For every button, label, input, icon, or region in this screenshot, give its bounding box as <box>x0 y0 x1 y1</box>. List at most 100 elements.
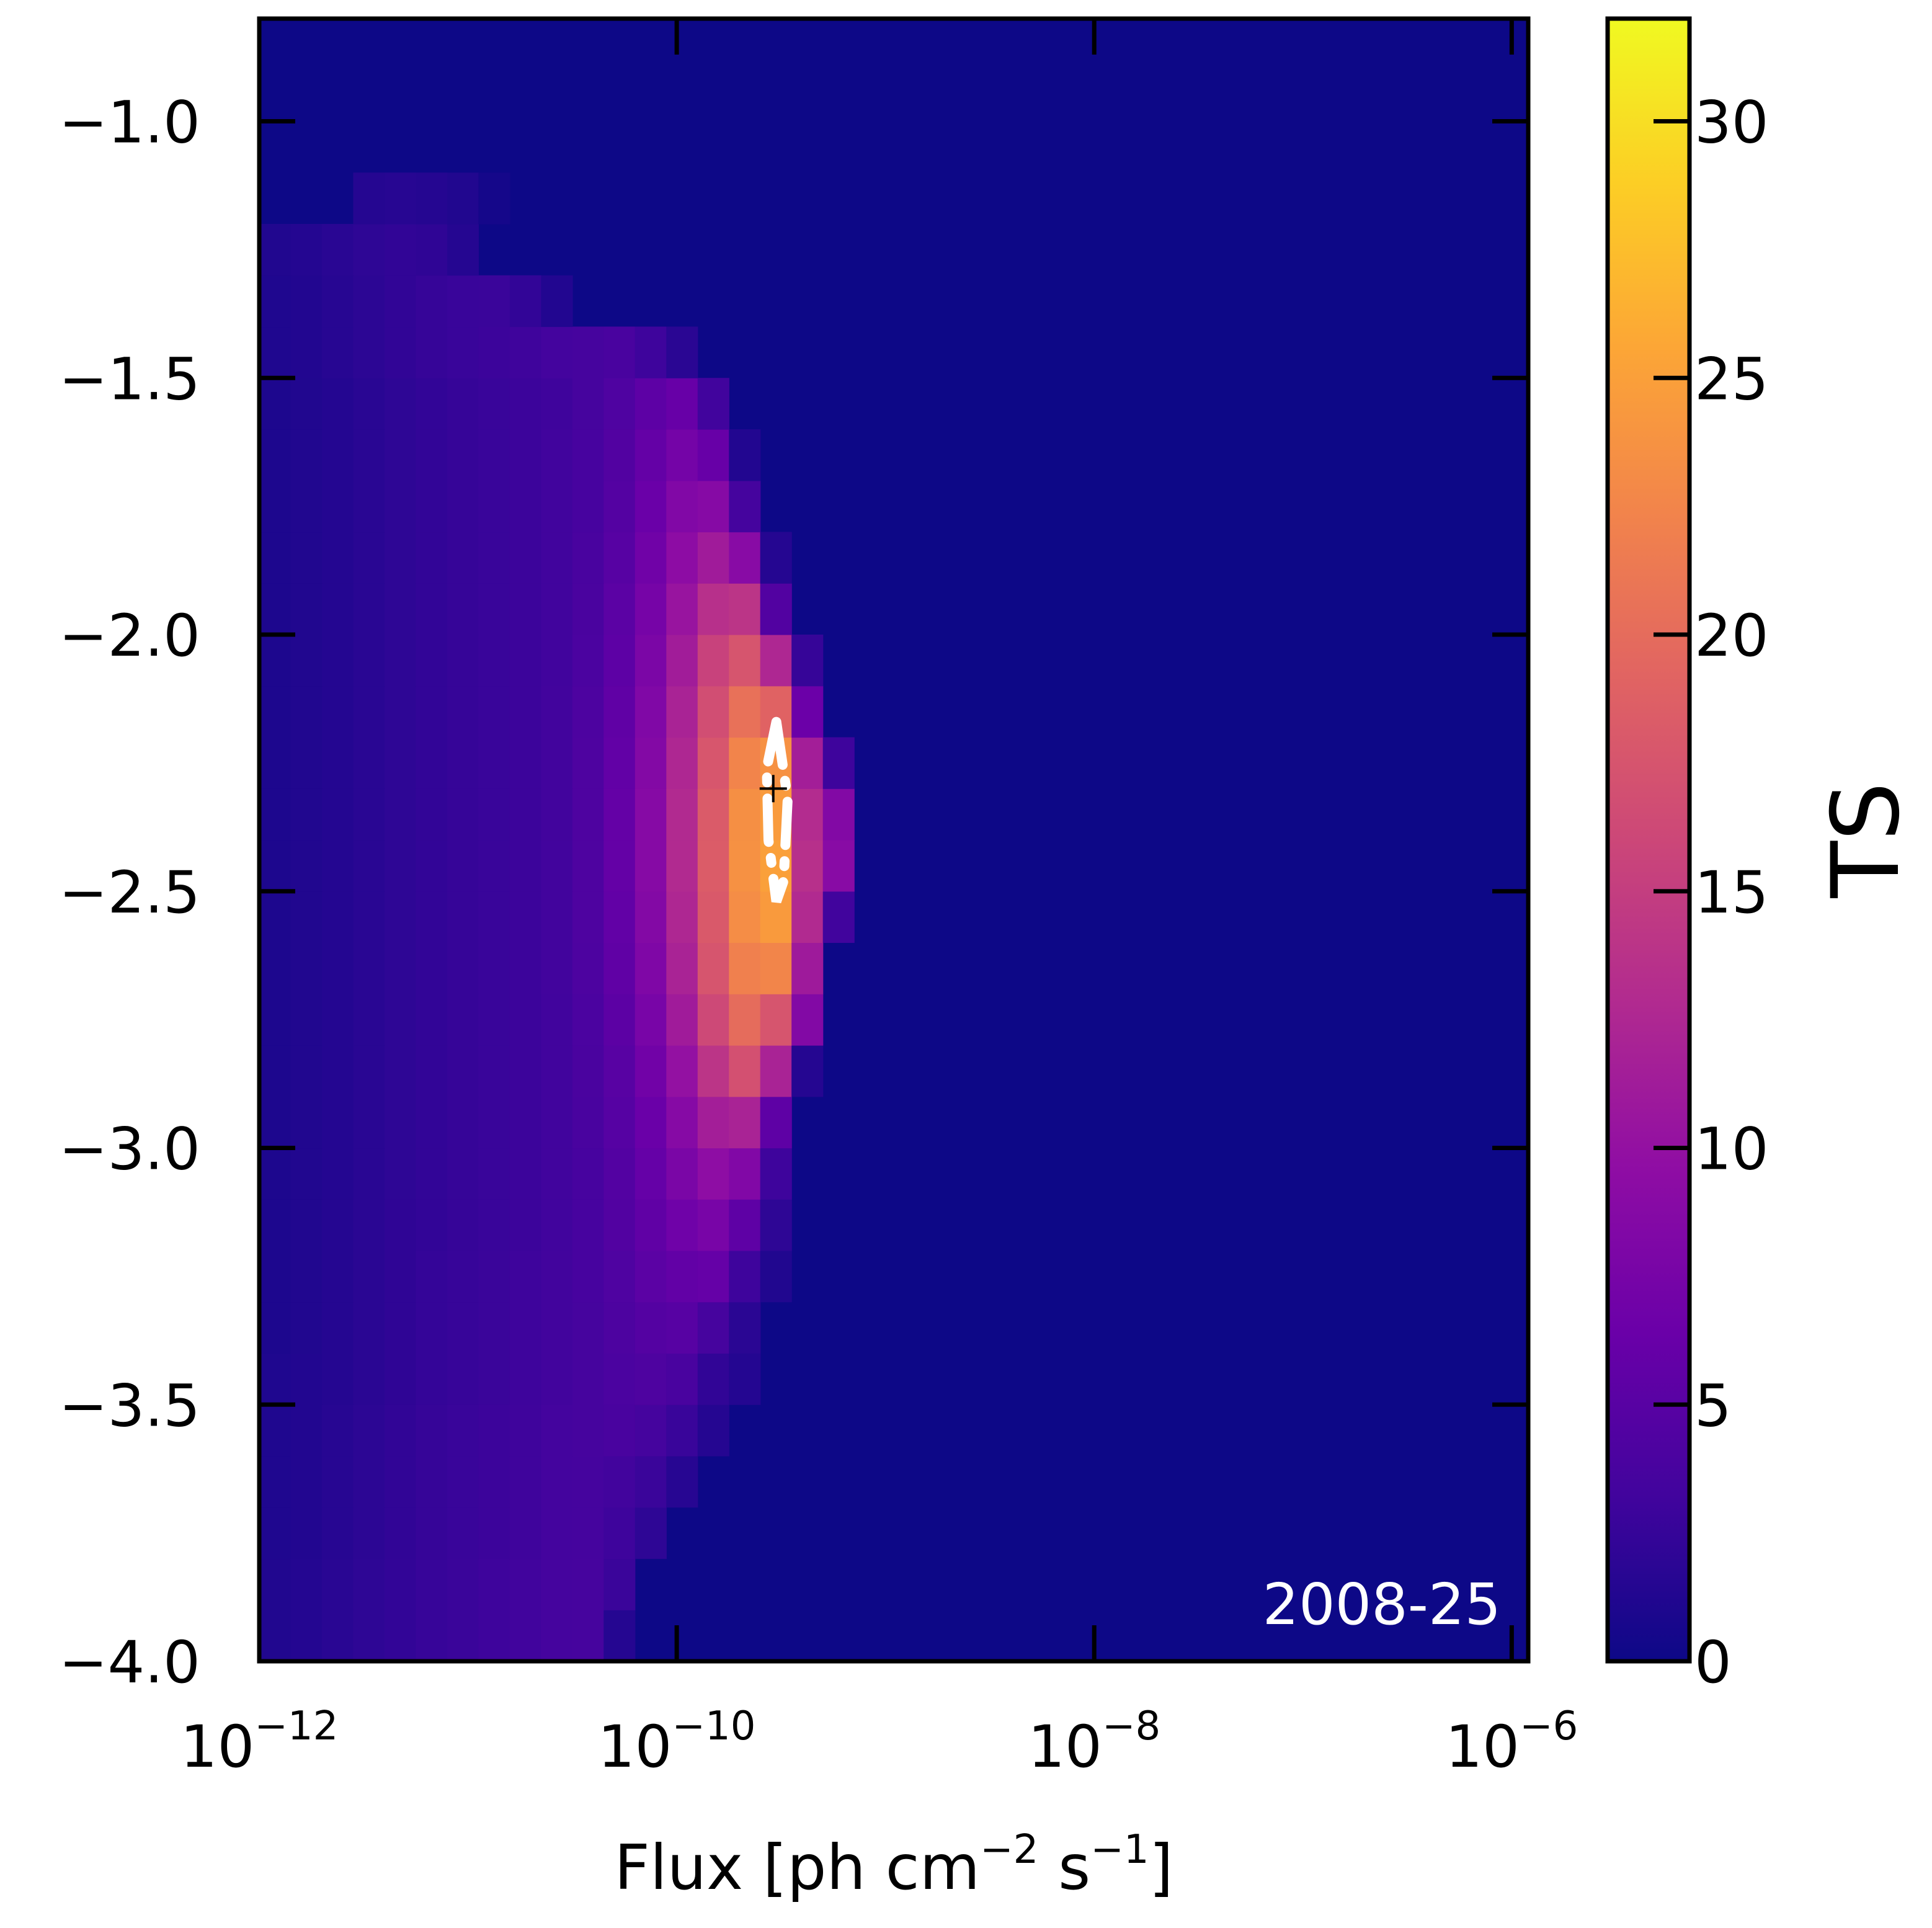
heatmap-cell <box>384 1404 416 1457</box>
y-tick-label: −2.5 <box>59 859 200 927</box>
heatmap-cell <box>697 891 729 943</box>
heatmap-cell <box>447 1199 479 1251</box>
heatmap-cell <box>322 1353 354 1405</box>
heatmap-cell <box>290 685 323 738</box>
heatmap-cell <box>478 1507 510 1560</box>
heatmap-cell <box>697 532 729 584</box>
heatmap-cell <box>384 429 416 481</box>
heatmap-cell <box>760 1251 792 1303</box>
heatmap-cell <box>541 429 573 481</box>
heatmap-cell <box>634 1199 667 1251</box>
heatmap-cell <box>322 840 354 892</box>
heatmap-cell <box>509 275 541 328</box>
heatmap-cell <box>541 378 573 430</box>
heatmap-cell <box>541 583 573 635</box>
heatmap-cell <box>603 840 636 892</box>
heatmap-cell <box>603 532 636 584</box>
heatmap-cell <box>322 224 354 276</box>
x-tick-label-exp: −6 <box>1520 1703 1578 1749</box>
heatmap-cell <box>322 1456 354 1508</box>
x-tick-label-exp: −8 <box>1102 1703 1160 1749</box>
heatmap-cell <box>697 1251 729 1303</box>
heatmap-cell <box>603 1456 636 1508</box>
heatmap-cell <box>384 1353 416 1405</box>
y-tick-label: −4.0 <box>59 1629 200 1697</box>
heatmap-cell <box>478 788 510 841</box>
heatmap-cell <box>509 1301 541 1354</box>
heatmap-cells <box>259 172 855 1661</box>
heatmap-cell <box>729 532 761 584</box>
heatmap-cell <box>791 788 824 841</box>
heatmap-cell <box>572 480 604 533</box>
heatmap-cell <box>384 1148 416 1200</box>
heatmap-cell <box>447 1251 479 1303</box>
heatmap-cell <box>259 685 292 738</box>
heatmap-cell <box>634 1404 667 1457</box>
heatmap-cell <box>541 1045 573 1097</box>
x-axis-label-mid: s <box>1038 1831 1090 1904</box>
heatmap-cell <box>416 1251 448 1303</box>
heatmap-cell <box>509 1558 541 1610</box>
heatmap-cell <box>447 275 479 328</box>
heatmap-cell <box>322 1301 354 1354</box>
heatmap-cell <box>322 891 354 943</box>
heatmap-cell <box>322 1251 354 1303</box>
heatmap-cell <box>541 1353 573 1405</box>
heatmap-cell <box>634 1301 667 1354</box>
colorbar-ticks: 0 5 10 15 20 25 30 <box>1654 89 1769 1697</box>
heatmap-cell <box>666 737 698 789</box>
heatmap-cell <box>478 1558 510 1610</box>
heatmap-cell <box>322 685 354 738</box>
heatmap-cell <box>541 635 573 687</box>
heatmap-cell <box>509 788 541 841</box>
heatmap-cell <box>290 583 323 635</box>
heatmap-cell <box>416 1353 448 1405</box>
heatmap-cell <box>634 942 667 994</box>
best-fit-marker <box>759 775 787 803</box>
heatmap-cell <box>541 480 573 533</box>
heatmap-cell <box>322 942 354 994</box>
heatmap-cell <box>666 1301 698 1354</box>
heatmap-cell <box>353 172 385 225</box>
heatmap-cell <box>603 635 636 687</box>
heatmap-cell <box>603 891 636 943</box>
x-tick-label-base: 10 <box>1028 1713 1102 1781</box>
heatmap-cell <box>384 532 416 584</box>
heatmap-cell <box>509 480 541 533</box>
heatmap-cell <box>697 788 729 841</box>
heatmap-cell <box>634 1353 667 1405</box>
heatmap-cell <box>572 685 604 738</box>
heatmap-cell <box>572 942 604 994</box>
heatmap-cell <box>447 583 479 635</box>
heatmap-cell <box>447 685 479 738</box>
heatmap-cell <box>572 326 604 378</box>
heatmap-cell <box>729 1251 761 1303</box>
x-axis-ticks: 10−12 10−10 10−8 10−6 <box>180 19 1578 1781</box>
heatmap-cell <box>697 1148 729 1200</box>
heatmap-cell <box>666 429 698 481</box>
heatmap-cell <box>603 1251 636 1303</box>
heatmap-cell <box>478 583 510 635</box>
heatmap-cell <box>541 532 573 584</box>
heatmap-cell <box>416 1610 448 1661</box>
heatmap-cell <box>353 1199 385 1251</box>
colorbar-tick-label: 5 <box>1694 1372 1732 1440</box>
heatmap-cell <box>634 840 667 892</box>
heatmap-cell <box>353 378 385 430</box>
heatmap-cell <box>447 891 479 943</box>
x-axis-label-main: Flux [ph cm <box>614 1831 980 1904</box>
heatmap-cell <box>541 1301 573 1354</box>
heatmap-cell <box>509 1199 541 1251</box>
heatmap-cell <box>478 1404 510 1457</box>
heatmap-cell <box>353 1148 385 1200</box>
heatmap-cell <box>509 583 541 635</box>
heatmap-cell <box>384 378 416 430</box>
heatmap-cell <box>290 1456 323 1508</box>
heatmap-cell <box>541 685 573 738</box>
heatmap-cell <box>697 1096 729 1149</box>
heatmap-cell <box>666 326 698 378</box>
heatmap-cell <box>447 326 479 378</box>
heatmap-cell <box>478 685 510 738</box>
heatmap-cell <box>729 891 761 943</box>
